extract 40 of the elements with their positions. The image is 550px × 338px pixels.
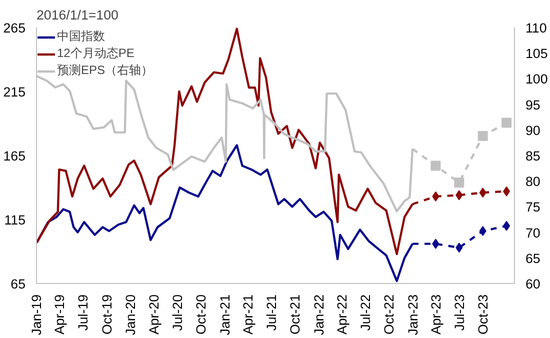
y2-tick-label: 70 [526,225,540,240]
legend-label: 中国指数 [57,28,105,45]
x-tick-label: Oct-23 [476,294,491,334]
y2-tick-label: 80 [526,174,540,190]
y2-tick-label: 105 [526,46,548,62]
legend-label: 预测EPS（右轴） [57,62,154,79]
y2-tick-label: 90 [526,122,540,138]
x-tick-label: Apr-20 [146,294,162,335]
x-tick-label: Oct-22 [382,294,397,334]
x-tick-label: Jul-20 [170,294,185,331]
y-tick-label: 115 [4,212,26,228]
legend-label: 12个月动态PE [57,45,134,62]
x-tick-label: Jul-21 [264,294,279,331]
x-tick-label: Jan-20 [123,294,138,336]
y-tick-label: 65 [10,276,26,292]
y-tick-label: 265 [3,20,26,36]
x-tick-label: Jul-23 [452,294,467,331]
y2-tick-label: 100 [526,72,548,87]
text: 2016/1/1=100 [36,8,118,22]
y2-tick-label: 65 [526,250,540,266]
x-tick-label: Oct-20 [194,294,209,334]
x-tick-label: Oct-21 [288,294,303,334]
y2-tick-label: 95 [526,97,540,112]
y2-tick-label: 110 [526,20,547,36]
y2-tick-label: 60 [526,276,540,292]
x-tick-label: Jan-22 [311,294,326,336]
y-tick-label: 215 [3,84,26,100]
x-tick-label: Apr-21 [240,294,256,335]
x-tick-label: Jul-22 [358,294,373,331]
x-tick-label: Jul-19 [76,294,91,331]
y2-tick-label: 75 [526,200,540,215]
y-tick-label: 165 [3,148,26,164]
x-tick-label: Apr-22 [334,294,350,335]
x-tick-label: Apr-23 [428,294,444,335]
x-tick-label: Jan-23 [405,294,420,336]
x-tick-label: Jan-21 [217,294,232,336]
x-tick-label: Oct-19 [99,294,114,334]
y2-tick-label: 85 [526,148,540,164]
x-tick-label: Apr-19 [52,294,68,335]
x-tick-label: Jan-19 [29,294,44,336]
